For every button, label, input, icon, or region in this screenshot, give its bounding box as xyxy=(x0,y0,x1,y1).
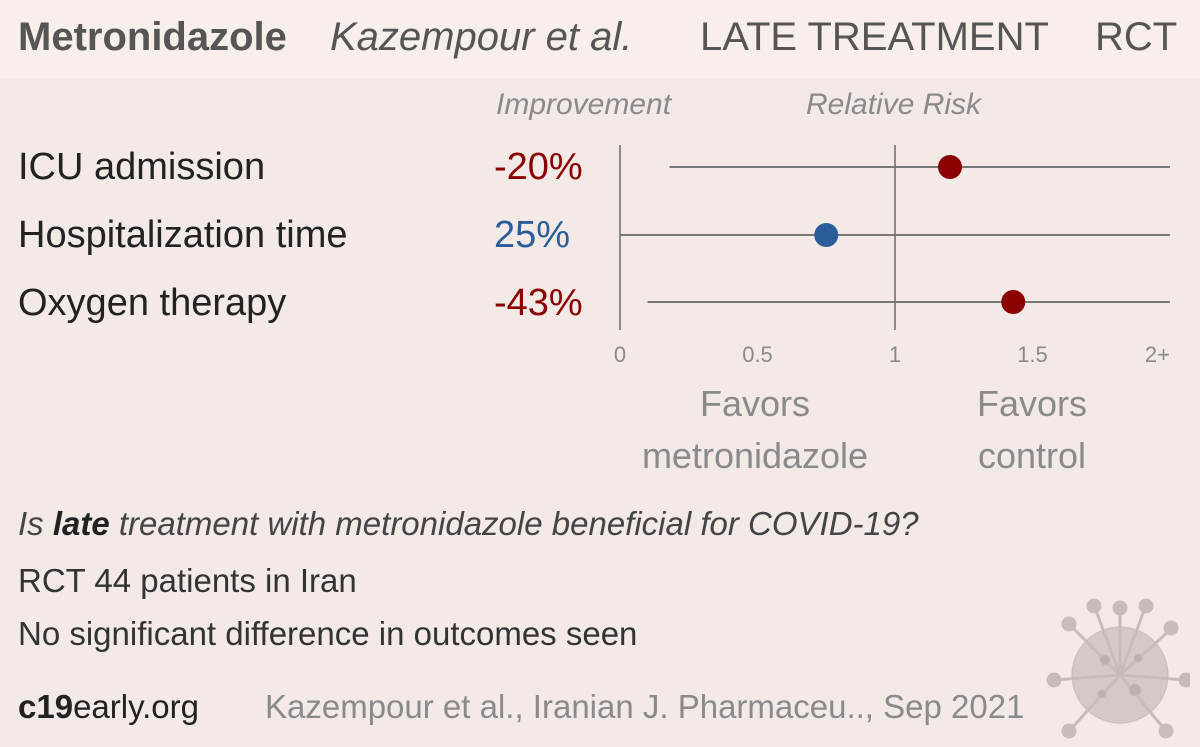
improvement-value: 25% xyxy=(494,214,571,256)
treatment-stage: LATE TREATMENT xyxy=(700,15,1049,59)
outcome-label: Hospitalization time xyxy=(18,214,348,256)
x-tick-label: 1 xyxy=(889,342,901,367)
x-tick-label: 0 xyxy=(614,342,626,367)
study-title: Kazempour et al. xyxy=(330,15,633,59)
improvement-column-header: Improvement xyxy=(496,88,672,121)
favors-left-line1: Favors xyxy=(699,383,811,424)
study-design: RCT xyxy=(1095,15,1178,59)
conclusion-info: No significant difference in outcomes se… xyxy=(18,615,638,652)
citation: Kazempour et al., Iranian J. Pharmaceu..… xyxy=(265,688,1025,725)
site-brand[interactable]: c19early.org xyxy=(18,688,199,726)
favors-right-line1: Favors xyxy=(976,383,1088,424)
relative-risk-column-header: Relative Risk xyxy=(806,88,982,121)
drug-title: Metronidazole xyxy=(18,15,287,59)
question-pre: Is xyxy=(18,505,53,542)
patients-info: RCT 44 patients in Iran xyxy=(18,562,357,599)
outcome-label: ICU admission xyxy=(18,146,266,188)
study-question: Is late treatment with metronidazole ben… xyxy=(18,505,919,543)
improvement-value: -20% xyxy=(494,146,583,188)
x-tick-label: 1.5 xyxy=(1017,342,1048,367)
favors-left-line2: metronidazole xyxy=(641,435,869,476)
x-tick-label: 2+ xyxy=(1145,342,1170,367)
favors-right-line2: control xyxy=(977,435,1087,476)
question-bold: late xyxy=(52,505,110,542)
question-post: treatment with metronidazole beneficial … xyxy=(109,505,919,542)
outcome-label: Oxygen therapy xyxy=(18,282,287,324)
favors-treatment-label: Favors metronidazole xyxy=(620,378,890,482)
title-bar: Metronidazole Kazempour et al. LATE TREA… xyxy=(0,0,1200,78)
point-estimate xyxy=(1001,290,1026,314)
brand-rest: early.org xyxy=(73,688,200,725)
improvement-value: -43% xyxy=(494,282,583,324)
point-estimate xyxy=(938,155,962,179)
favors-control-label: Favors control xyxy=(932,378,1132,482)
x-tick-label: 0.5 xyxy=(742,342,773,367)
brand-bold: c19 xyxy=(18,688,74,725)
point-estimate xyxy=(814,223,839,247)
coronavirus-icon xyxy=(1046,598,1190,739)
